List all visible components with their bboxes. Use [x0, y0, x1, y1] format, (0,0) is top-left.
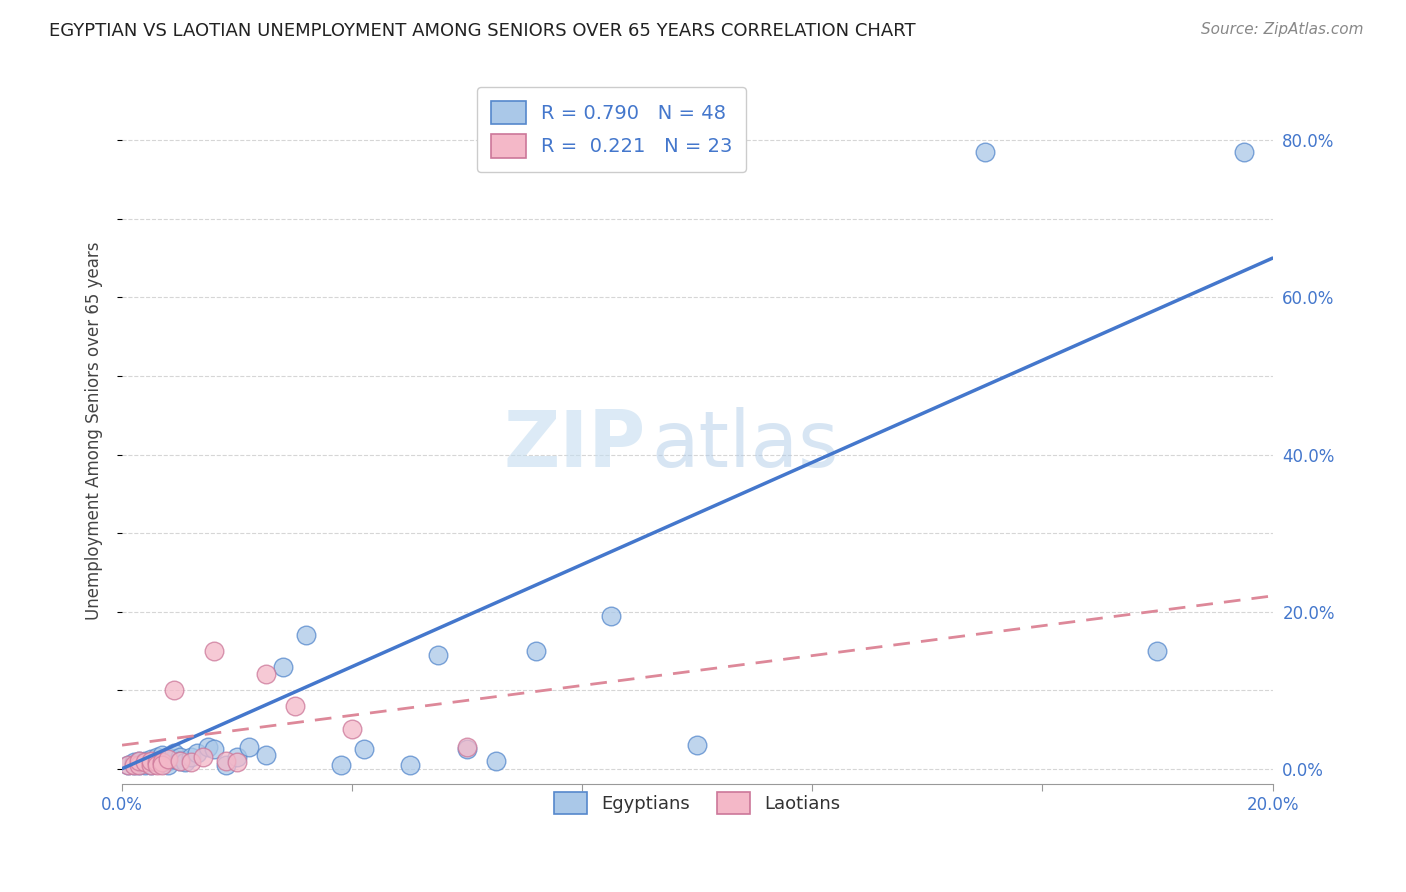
Text: EGYPTIAN VS LAOTIAN UNEMPLOYMENT AMONG SENIORS OVER 65 YEARS CORRELATION CHART: EGYPTIAN VS LAOTIAN UNEMPLOYMENT AMONG S… — [49, 22, 915, 40]
Point — [163, 683, 186, 698]
Point — [145, 756, 167, 770]
Point — [157, 750, 180, 764]
Point — [295, 628, 318, 642]
Point — [226, 750, 249, 764]
Y-axis label: Unemployment Among Seniors over 65 years: Unemployment Among Seniors over 65 years — [86, 242, 103, 620]
Point — [524, 644, 547, 658]
Point — [169, 750, 191, 764]
Point — [157, 752, 180, 766]
Point — [122, 756, 145, 770]
Point — [202, 644, 225, 658]
Point — [169, 754, 191, 768]
Point — [254, 747, 277, 762]
Point — [284, 698, 307, 713]
Point — [157, 757, 180, 772]
Point — [456, 739, 478, 754]
Point — [134, 757, 156, 772]
Point — [686, 738, 709, 752]
Point — [238, 739, 260, 754]
Point — [329, 757, 352, 772]
Point — [340, 723, 363, 737]
Point — [974, 145, 997, 159]
Point — [180, 750, 202, 764]
Point — [150, 747, 173, 762]
Point — [139, 752, 162, 766]
Point — [122, 757, 145, 772]
Point — [197, 739, 219, 754]
Point — [128, 756, 150, 770]
Text: Source: ZipAtlas.com: Source: ZipAtlas.com — [1201, 22, 1364, 37]
Legend: Egyptians, Laotians: Egyptians, Laotians — [544, 781, 851, 825]
Point — [174, 756, 197, 770]
Point — [139, 757, 162, 772]
Point — [157, 754, 180, 768]
Point — [139, 754, 162, 768]
Point — [163, 752, 186, 766]
Point — [163, 746, 186, 760]
Point — [145, 754, 167, 768]
Point — [150, 757, 173, 772]
Point — [191, 750, 214, 764]
Point — [214, 757, 236, 772]
Point — [128, 757, 150, 772]
Point — [139, 757, 162, 772]
Point — [600, 608, 623, 623]
Point — [145, 750, 167, 764]
Text: ZIP: ZIP — [503, 407, 645, 483]
Point — [485, 754, 508, 768]
Point — [169, 754, 191, 768]
Point — [214, 754, 236, 768]
Point — [134, 754, 156, 768]
Point — [271, 659, 294, 673]
Point — [226, 756, 249, 770]
Point — [134, 756, 156, 770]
Point — [122, 757, 145, 772]
Point — [398, 757, 420, 772]
Point — [145, 757, 167, 772]
Point — [117, 757, 139, 772]
Point — [1233, 145, 1256, 159]
Point — [202, 742, 225, 756]
Point — [456, 742, 478, 756]
Point — [180, 756, 202, 770]
Text: atlas: atlas — [651, 407, 839, 483]
Point — [186, 746, 208, 760]
Point — [134, 756, 156, 770]
Point — [145, 756, 167, 770]
Point — [254, 667, 277, 681]
Point — [117, 757, 139, 772]
Point — [128, 757, 150, 772]
Point — [150, 756, 173, 770]
Point — [150, 756, 173, 770]
Point — [1146, 644, 1168, 658]
Point — [128, 754, 150, 768]
Point — [139, 756, 162, 770]
Point — [353, 742, 375, 756]
Point — [150, 752, 173, 766]
Point — [128, 754, 150, 768]
Point — [427, 648, 450, 662]
